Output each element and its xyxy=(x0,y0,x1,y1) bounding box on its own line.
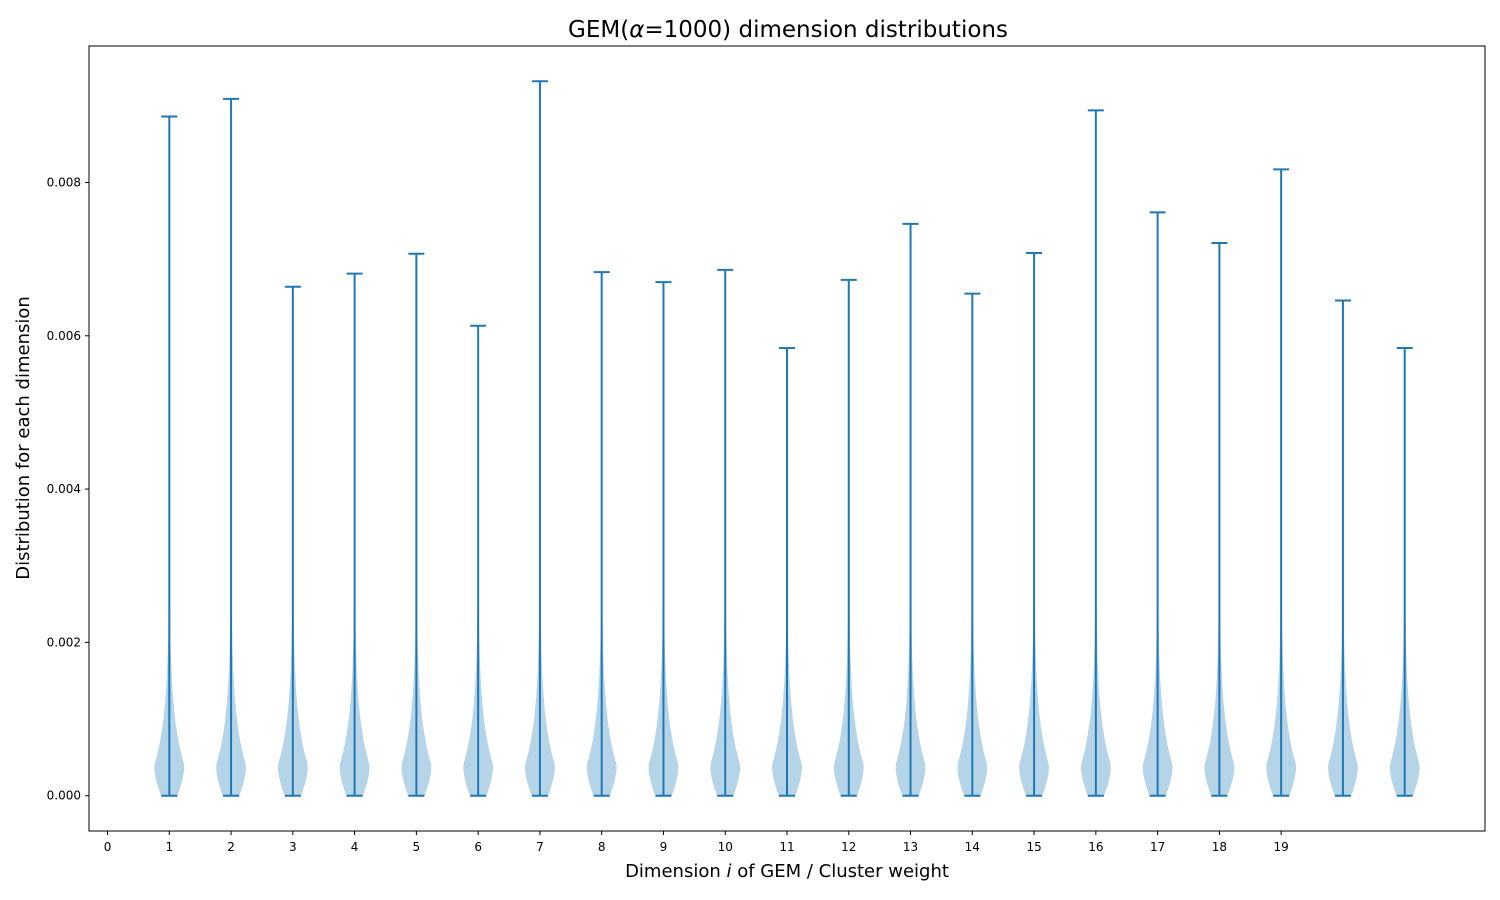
y-tick-label: 0.000 xyxy=(47,789,81,803)
x-tick-label: 0 xyxy=(104,840,112,854)
x-axis-ticks: 0 1 2 3 4 5 6 7 8 9 10 11 12 13 14 15 16 17 18 19 xyxy=(104,831,1289,854)
x-tick-label: 11 xyxy=(779,840,794,854)
y-tick-label: 0.008 xyxy=(47,175,81,189)
x-tick-label: 2 xyxy=(227,840,235,854)
x-tick-label: 15 xyxy=(1026,840,1041,854)
x-tick-label: 8 xyxy=(598,840,606,854)
x-tick-label: 19 xyxy=(1274,840,1289,854)
violin-layer xyxy=(154,80,1420,797)
y-tick-label: 0.006 xyxy=(47,329,81,343)
y-tick-label: 0.002 xyxy=(47,635,81,649)
x-tick-label: 10 xyxy=(718,840,733,854)
x-tick-label: 18 xyxy=(1212,840,1227,854)
x-tick-label: 5 xyxy=(413,840,421,854)
plot-frame xyxy=(88,45,1486,832)
x-tick-label: 14 xyxy=(965,840,980,854)
chart-title: GEM(α=1000) dimension distributions xyxy=(568,17,1008,43)
x-tick-label: 16 xyxy=(1088,840,1103,854)
x-tick-label: 17 xyxy=(1150,840,1165,854)
y-axis-label: Distribution for each dimension xyxy=(13,296,34,580)
x-tick-label: 6 xyxy=(474,840,482,854)
x-tick-label: 9 xyxy=(660,840,668,854)
y-axis-ticks: 0.000 0.002 0.004 0.006 0.008 xyxy=(47,175,89,803)
x-tick-label: 4 xyxy=(351,840,359,854)
x-tick-label: 12 xyxy=(841,840,856,854)
x-tick-label: 1 xyxy=(165,840,173,854)
x-tick-label: 3 xyxy=(289,840,297,854)
x-tick-label: 13 xyxy=(903,840,918,854)
x-axis-label: Dimension i of GEM / Cluster weight xyxy=(625,861,949,882)
x-tick-label: 7 xyxy=(536,840,544,854)
y-tick-label: 0.004 xyxy=(47,482,81,496)
